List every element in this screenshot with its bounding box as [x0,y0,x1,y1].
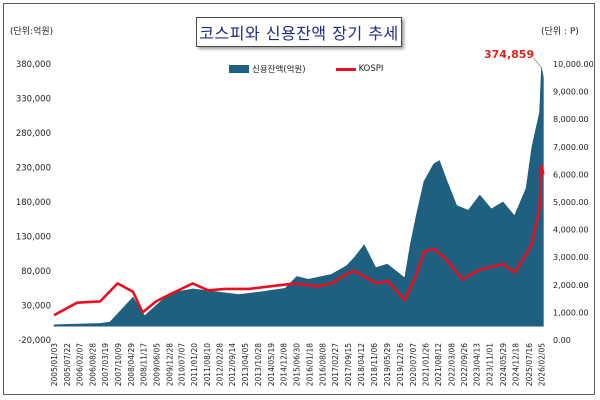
x-tick-label: 2008/11/17 [140,343,149,386]
x-tick-label: 2014/05/19 [267,343,276,386]
right-tick-label: 4,000.00 [553,226,589,235]
x-tick-label: 2013/10/28 [254,343,263,386]
x-tick-label: 2006/08/28 [88,343,97,386]
legend-item-kospi: KOSPI [336,64,384,74]
right-tick-label: 0.00 [553,336,571,345]
legend-swatch-kospi [336,68,356,71]
right-tick-label: 5,000.00 [553,198,589,207]
x-tick-label: 2016/01/18 [305,343,314,386]
x-tick-label: 2017/02/27 [331,343,340,386]
legend-label-credit: 신용잔액(억원) [252,63,306,75]
left-tick-label: 180,000 [16,198,51,208]
right-tick-label: 7,000.00 [553,143,589,152]
chart-title-box: 코스피와 신용잔액 장기 추세 [196,17,402,47]
x-tick-label: 2011/01/20 [190,343,199,386]
legend: 신용잔액(억원) KOSPI [229,63,413,75]
legend-swatch-credit [229,65,249,73]
x-tick-label: 2017/09/15 [344,343,353,386]
x-tick-label: 2005/01/03 [50,343,59,386]
x-tick-label: 2021/08/12 [434,343,443,386]
x-tick-label: 2024/05/29 [499,343,508,386]
x-tick-label: 2019/05/29 [383,343,392,386]
left-tick-label: 80,000 [21,267,51,277]
right-tick-label: 9,000.00 [553,88,589,97]
x-tick-label: 2012/09/14 [228,343,237,386]
x-tick-label: 2019/12/16 [396,343,405,386]
x-tick-label: 2014/12/08 [280,343,289,386]
right-tick-label: 6,000.00 [553,170,589,179]
x-tick-label: 2024/12/18 [512,343,521,386]
x-tick-label: 2009/06/05 [152,343,161,386]
x-tick-label: 2018/04/12 [357,343,366,386]
left-tick-label: 30,000 [21,302,51,312]
peak-annotation: 374,859 [484,48,534,61]
peak-leader-line [533,58,541,68]
right-tick-label: 8,000.00 [553,115,589,124]
x-tick-label: 2010/07/07 [178,343,187,386]
x-tick-label: 2023/11/01 [485,343,494,386]
legend-label-kospi: KOSPI [359,64,384,74]
right-tick-label: 10,000.00 [553,60,594,69]
left-tick-label: 330,000 [16,95,51,105]
chart-title: 코스피와 신용잔액 장기 추세 [199,20,398,44]
x-tick-label: 2009/12/28 [165,343,174,386]
right-tick-label: 1,000.00 [553,308,589,317]
x-tick-label: 2005/07/22 [63,343,72,386]
x-tick-label: 2011/08/10 [203,343,212,386]
left-axis-unit: (단위:억원) [10,24,53,37]
x-tick-label: 2008/04/29 [127,343,136,386]
right-tick-label: 2,000.00 [553,281,589,290]
x-tick-label: 2007/10/09 [114,343,123,386]
x-tick-label: 2007/03/19 [101,343,110,386]
x-tick-label: 2016/08/08 [318,343,327,386]
x-tick-label: 2023/04/13 [473,343,482,386]
x-tick-label: 2021/01/26 [422,343,431,386]
x-tick-label: 2022/03/08 [447,343,456,386]
x-tick-label: 2022/09/26 [460,343,469,386]
x-tick-label: 2013/04/05 [241,343,250,386]
right-tick-label: 3,000.00 [553,253,589,262]
left-tick-label: 230,000 [16,164,51,174]
x-tick-label: 2012/02/28 [215,343,224,386]
left-tick-label: 280,000 [16,129,51,139]
left-tick-label: -20,000 [18,336,51,346]
x-tick-label: 2018/11/06 [370,343,379,386]
x-tick-label: 2006/02/07 [75,343,84,386]
x-tick-label: 2025/07/16 [525,343,534,386]
left-tick-label: 380,000 [16,60,51,70]
left-tick-label: 130,000 [16,233,51,243]
x-tick-label: 2026/02/05 [538,343,547,386]
x-tick-label: 2015/06/30 [293,343,302,386]
x-tick-label: 2020/07/07 [409,343,418,386]
right-axis-unit: (단위 : P) [541,24,579,37]
legend-item-credit: 신용잔액(억원) [229,63,306,75]
